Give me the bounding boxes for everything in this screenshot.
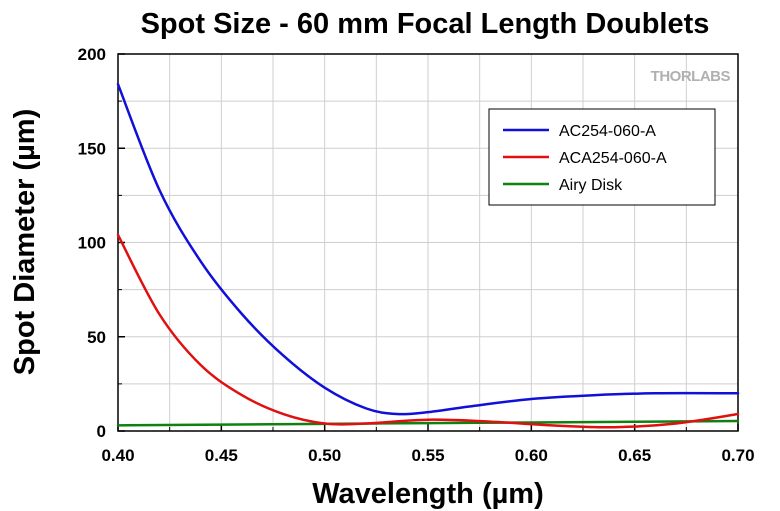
y-tick-label: 50 bbox=[87, 328, 106, 347]
chart-title: Spot Size - 60 mm Focal Length Doublets bbox=[141, 8, 710, 40]
x-tick-label: 0.70 bbox=[721, 446, 754, 465]
axis-ticks: 0.40 0.45 0.50 0.55 0.60 0.65 0.70 0 50 100 150 200 bbox=[78, 45, 755, 465]
series-line-airy-disk bbox=[116, 419, 740, 427]
x-axis-label: Wavelength (µm) bbox=[312, 478, 544, 510]
legend: AC254-060-A ACA254-060-A Airy Disk bbox=[488, 108, 716, 206]
series-line-aca254-060-a bbox=[116, 233, 740, 429]
legend-label: Airy Disk bbox=[559, 177, 623, 194]
x-tick-label: 0.50 bbox=[308, 446, 341, 465]
x-tick-label: 0.65 bbox=[618, 446, 651, 465]
y-tick-label: 0 bbox=[97, 422, 106, 441]
x-tick-label: 0.45 bbox=[205, 446, 238, 465]
legend-label: ACA254-060-A bbox=[559, 150, 667, 167]
y-tick-label: 200 bbox=[78, 45, 106, 64]
y-axis-label: Spot Diameter (µm) bbox=[9, 109, 41, 375]
legend-label: AC254-060-A bbox=[559, 123, 656, 140]
y-tick-label: 100 bbox=[78, 234, 106, 253]
series-line-ac254-060-a bbox=[116, 82, 740, 416]
x-tick-label: 0.55 bbox=[411, 446, 444, 465]
thorlabs-watermark: THORLABS bbox=[651, 68, 731, 85]
y-tick-label: 150 bbox=[78, 139, 106, 158]
x-tick-label: 0.60 bbox=[515, 446, 548, 465]
series-lines bbox=[116, 82, 740, 429]
x-tick-label: 0.40 bbox=[101, 446, 134, 465]
